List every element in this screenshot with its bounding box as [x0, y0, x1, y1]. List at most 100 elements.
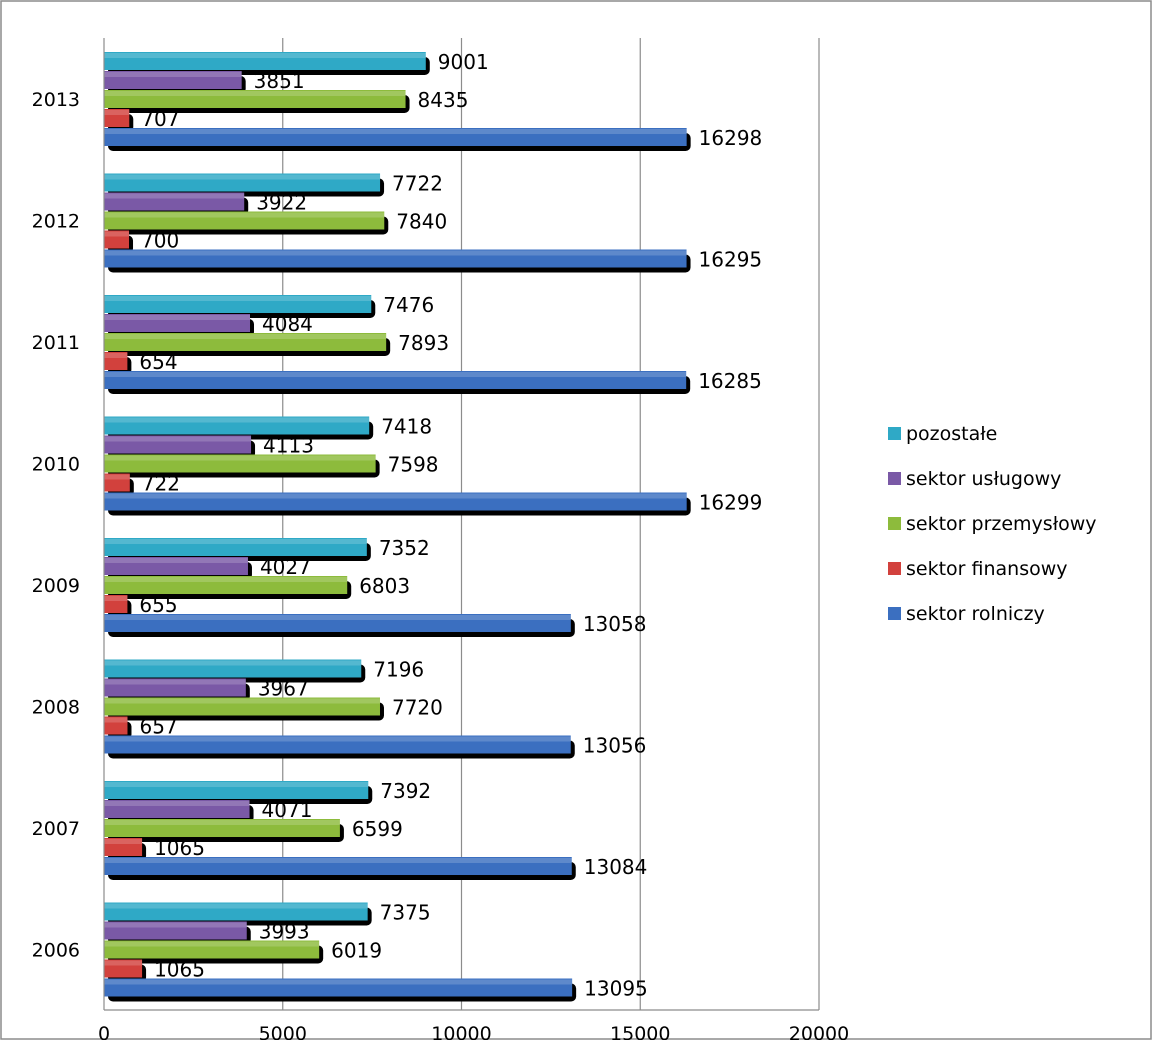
bar	[104, 857, 572, 875]
bar-highlight	[104, 417, 370, 423]
data-label: 13056	[583, 734, 647, 758]
bar	[104, 249, 687, 268]
category-label: 2006	[32, 940, 80, 962]
data-label: 7352	[379, 536, 430, 560]
bar-highlight	[104, 801, 250, 806]
data-label: 1065	[154, 836, 205, 860]
data-label: 8435	[418, 88, 469, 112]
x-tick-label: 15000	[610, 1023, 670, 1040]
bar	[104, 173, 381, 192]
data-label: 13058	[583, 612, 647, 636]
category-label: 2011	[32, 332, 80, 354]
bar-highlight	[104, 960, 143, 966]
bar-highlight	[104, 212, 385, 218]
data-label: 7375	[380, 901, 431, 925]
data-label: 16298	[699, 126, 763, 150]
bar	[104, 71, 242, 89]
bars	[104, 52, 691, 1002]
bar	[104, 435, 252, 454]
data-label: 7476	[383, 293, 434, 317]
bar-highlight	[104, 903, 368, 909]
data-label: 3851	[254, 69, 305, 93]
data-label: 3993	[259, 920, 310, 944]
legend-entry: sektor usługowy	[906, 468, 1061, 490]
bar-highlight	[104, 539, 367, 544]
data-label: 16295	[699, 248, 763, 272]
bar-highlight	[104, 839, 143, 844]
bar-highlight	[104, 820, 340, 825]
bar-highlight	[104, 231, 130, 237]
data-label: 6803	[359, 574, 410, 598]
bar	[104, 538, 367, 556]
data-label: 4113	[263, 434, 314, 458]
data-label: 16285	[698, 369, 762, 393]
bar	[104, 781, 369, 799]
bar	[104, 959, 143, 978]
bar-highlight	[104, 717, 128, 723]
bar-highlight	[104, 558, 248, 563]
legend-swatch	[888, 517, 901, 530]
bar	[104, 838, 143, 856]
category-label: 2007	[32, 818, 80, 840]
data-label: 7720	[392, 696, 443, 720]
bar-highlight	[104, 577, 348, 582]
bar-highlight	[104, 129, 687, 134]
data-label: 707	[141, 107, 179, 131]
legend-swatch	[888, 562, 901, 575]
legend-swatch	[888, 472, 901, 485]
data-label: 700	[141, 229, 179, 253]
x-tick-label: 10000	[431, 1023, 491, 1040]
bar	[104, 52, 426, 70]
bar-highlight	[104, 474, 130, 480]
bar-highlight	[104, 736, 571, 742]
bar-highlight	[104, 922, 247, 928]
data-label: 7598	[388, 453, 439, 477]
bar	[104, 128, 687, 146]
bar-highlight	[104, 296, 372, 301]
bar	[104, 371, 687, 389]
data-label: 1065	[154, 958, 205, 982]
bar-highlight	[104, 679, 246, 685]
bar	[104, 333, 387, 351]
data-label: 6019	[331, 939, 382, 963]
bar	[104, 211, 385, 230]
data-label: 6599	[352, 817, 403, 841]
data-label: 16299	[699, 491, 763, 515]
legend-entry: sektor rolniczy	[906, 603, 1045, 625]
bar	[104, 800, 250, 818]
bar-highlight	[104, 315, 251, 320]
bar-highlight	[104, 174, 381, 180]
bar-highlight	[104, 493, 687, 499]
bar	[104, 192, 245, 211]
data-label: 7196	[373, 658, 424, 682]
x-tick-label: 0	[98, 1023, 110, 1040]
data-label: 4027	[260, 555, 311, 579]
bar	[104, 416, 370, 435]
bar	[104, 109, 130, 127]
data-label: 7722	[392, 172, 443, 196]
bar	[104, 595, 128, 613]
bar-highlight	[104, 72, 242, 77]
bar	[104, 659, 362, 678]
data-label: 4071	[262, 798, 313, 822]
category-label: 2012	[32, 211, 80, 233]
legend: pozostałe sektor usługowy sektor przemysło…	[888, 423, 1097, 625]
data-label: 13095	[584, 977, 648, 1001]
legend-entry: pozostałe	[906, 423, 997, 445]
legend-swatch	[888, 607, 901, 620]
bar	[104, 352, 128, 370]
category-label: 2009	[32, 575, 80, 597]
data-label: 654	[139, 350, 177, 374]
bar	[104, 902, 368, 921]
bar	[104, 314, 251, 332]
bar	[104, 295, 372, 313]
bar	[104, 557, 248, 575]
bar-highlight	[104, 979, 573, 985]
bar-highlight	[104, 660, 362, 666]
bar-highlight	[104, 782, 369, 787]
category-label: 2013	[32, 89, 80, 111]
category-label: 2008	[32, 697, 80, 719]
bar	[104, 678, 246, 697]
bar-highlight	[104, 193, 245, 199]
